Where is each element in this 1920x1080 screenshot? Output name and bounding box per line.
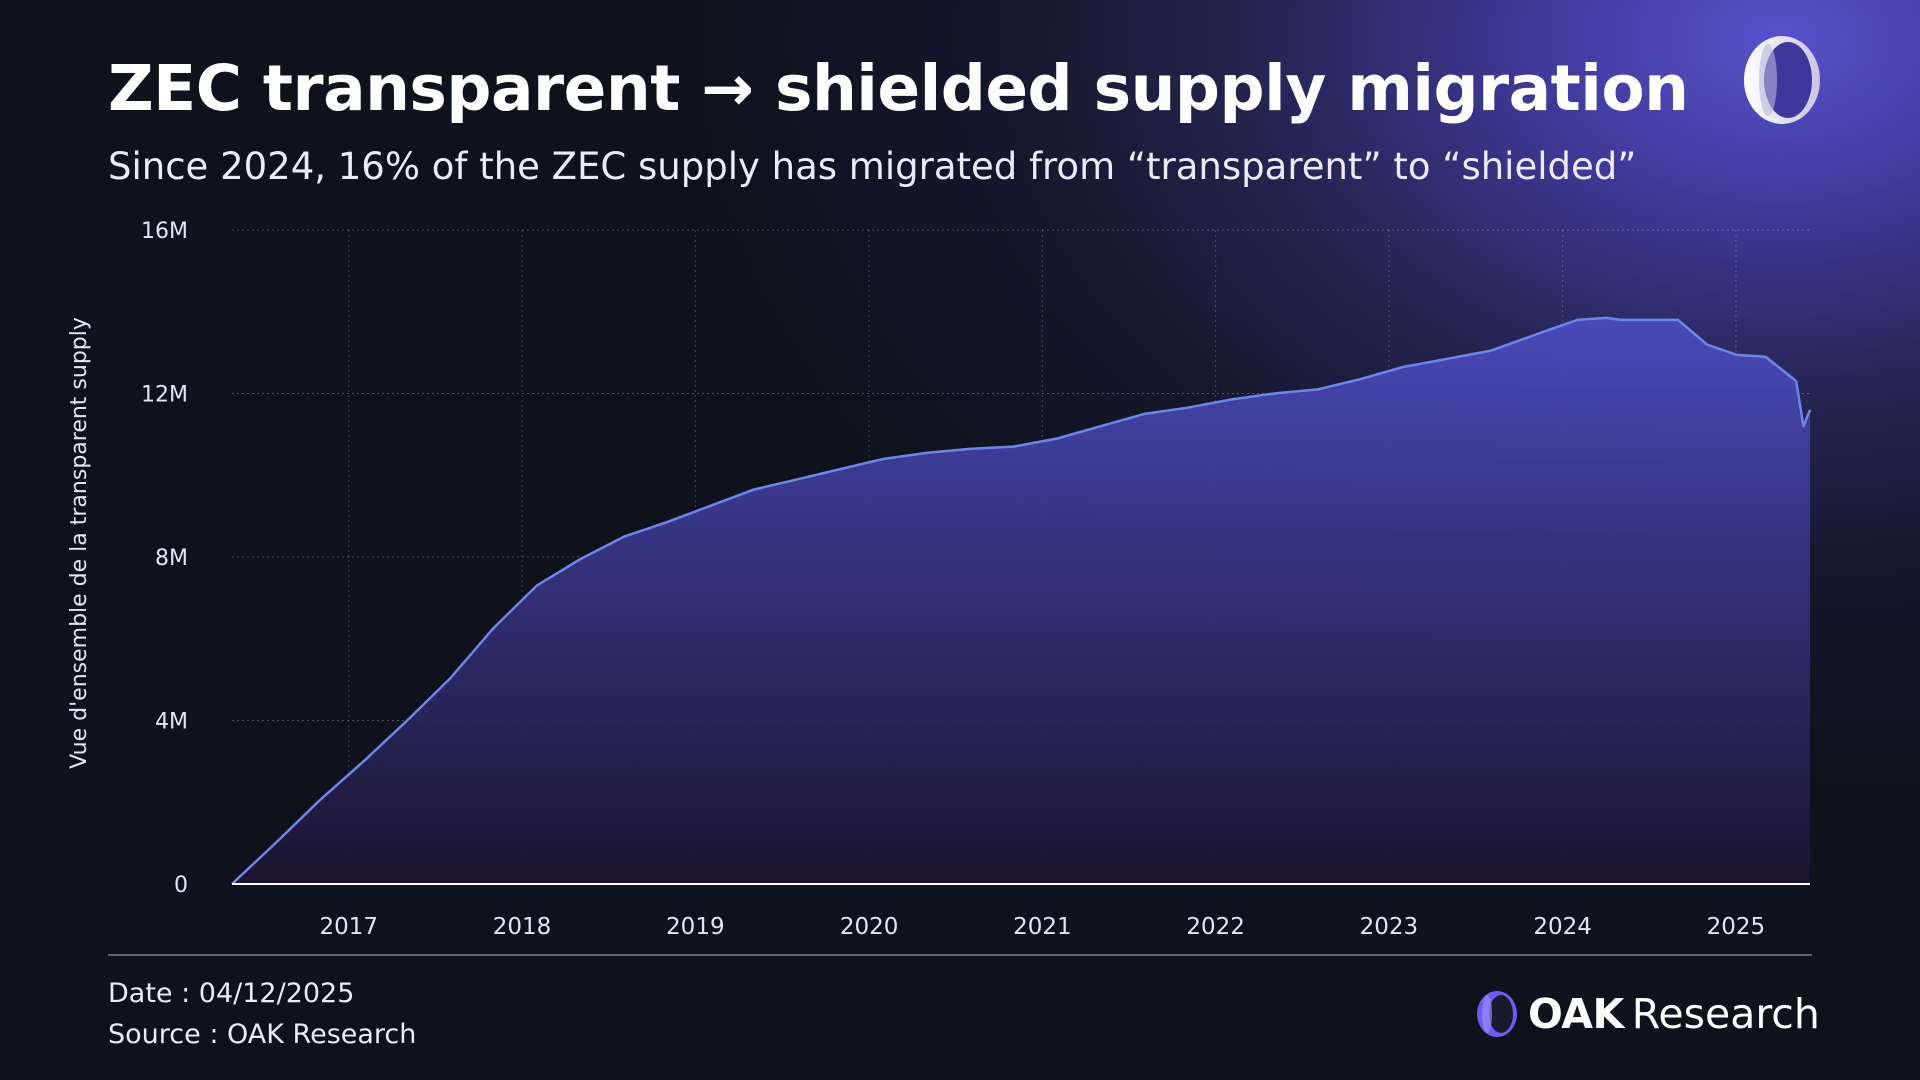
x-tick-label: 2021: [1013, 914, 1072, 940]
chart-subtitle: Since 2024, 16% of the ZEC supply has mi…: [108, 145, 1637, 188]
chart-title: ZEC transparent → shielded supply migrat…: [108, 52, 1689, 125]
y-tick-label: 4M: [155, 710, 188, 735]
footer-divider: [108, 954, 1812, 956]
y-tick-label: 8M: [155, 546, 188, 571]
supply-line: [231, 316, 1812, 885]
y-axis-label: Vue d'ensemble de la transparent supply: [67, 317, 92, 769]
footer-source: Source : OAK Research: [108, 1019, 417, 1050]
x-tick-labels: 2017 2018 2019 2020 2021 2022 2023 2024 2025: [320, 914, 1766, 940]
x-tick-label: 2025: [1707, 914, 1766, 940]
x-tick-label: 2020: [840, 914, 899, 940]
oak-ring-logo-icon: [1477, 991, 1517, 1037]
brand-name-research: Research: [1631, 990, 1820, 1038]
x-tick-label: 2023: [1360, 914, 1419, 940]
brand-name-oak: OAK: [1528, 990, 1624, 1038]
footer-date: Date : 04/12/2025: [108, 978, 355, 1009]
y-tick-label: 0: [174, 873, 188, 898]
y-tick-label: 12M: [141, 383, 188, 408]
x-tick-label: 2018: [493, 914, 552, 940]
supply-area: [232, 317, 1810, 884]
brand-logo: OAK Research: [1474, 988, 1820, 1040]
y-tick-labels: 0 4M 8M 12M 16M: [141, 219, 188, 898]
y-tick-label: 16M: [141, 219, 188, 244]
x-tick-label: 2024: [1533, 914, 1592, 940]
x-tick-label: 2017: [320, 914, 379, 940]
x-tick-label: 2022: [1186, 914, 1245, 940]
oak-ring-logo-icon: [1744, 36, 1820, 124]
x-tick-label: 2019: [666, 914, 725, 940]
